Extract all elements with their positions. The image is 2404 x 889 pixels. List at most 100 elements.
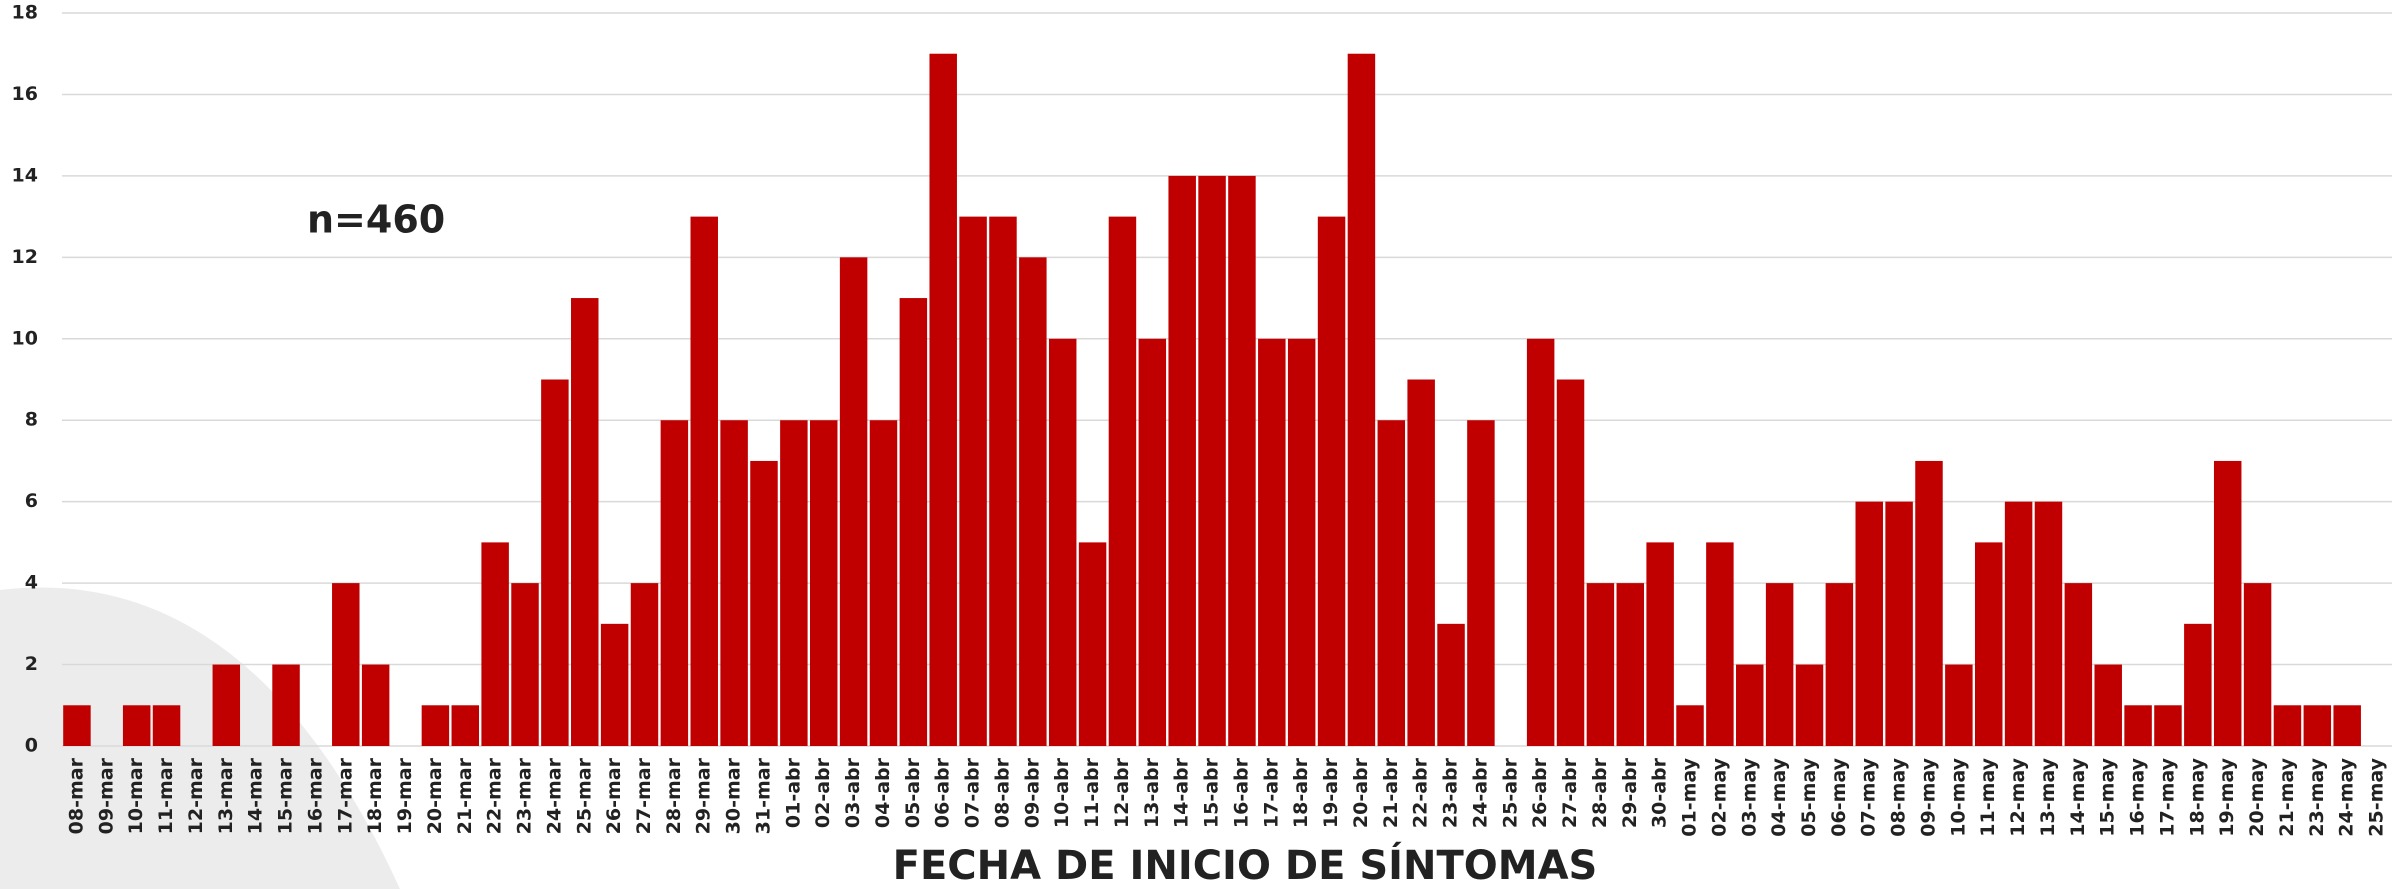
x-tick-label: 18-mar [364, 757, 386, 834]
bar [481, 542, 509, 746]
bar [1765, 583, 1794, 746]
bar [451, 705, 480, 746]
x-tick-label: 11-mar [155, 757, 177, 834]
x-tick-label: 18-may [2186, 757, 2208, 836]
x-tick-label: 17-may [2156, 757, 2178, 836]
x-tick-label: 28-abr [1589, 757, 1611, 828]
x-tick-label: 14-abr [1171, 757, 1193, 828]
bar [929, 53, 957, 746]
y-tick-label: 6 [25, 490, 38, 512]
x-tick-label: 19-mar [394, 757, 416, 834]
bar [2184, 623, 2212, 746]
x-tick-label: 16-may [2127, 757, 2149, 836]
bar [750, 460, 778, 746]
x-tick-label: 23-abr [1440, 757, 1462, 828]
x-tick-label: 16-mar [304, 757, 326, 834]
bar [989, 216, 1017, 747]
x-tick-label: 03-may [1738, 757, 1760, 836]
bar [2004, 501, 2033, 746]
x-tick-label: 13-abr [1141, 757, 1163, 828]
x-tick-label: 30-mar [723, 757, 745, 834]
x-tick-label: 22-mar [484, 757, 506, 834]
x-tick-label: 25-may [2366, 757, 2388, 836]
bar [1377, 420, 1406, 746]
x-tick-label: 25-mar [573, 757, 595, 834]
y-tick-label: 0 [25, 735, 38, 757]
x-tick-label: 30-abr [1649, 757, 1671, 828]
x-tick-label: 10-may [1947, 757, 1969, 836]
x-tick-label: 20-mar [424, 757, 446, 834]
x-tick-label: 13-may [2037, 757, 2059, 836]
x-tick-label: 31-mar [752, 757, 774, 834]
x-tick-label: 28-mar [663, 757, 685, 834]
x-tick-label: 18-abr [1290, 757, 1312, 828]
x-tick-label: 09-mar [95, 757, 117, 834]
x-tick-label: 24-may [2336, 757, 2358, 836]
bar [720, 420, 748, 746]
bar [361, 664, 390, 746]
x-tick-label: 27-abr [1559, 757, 1581, 828]
bar [1228, 175, 1256, 746]
y-tick-label: 8 [25, 409, 38, 431]
x-tick-label: 12-may [2007, 757, 2029, 836]
x-tick-label: 13-mar [215, 757, 237, 834]
x-tick-label: 16-abr [1230, 757, 1252, 828]
x-tick-label: 11-abr [1081, 757, 1103, 828]
bar [2273, 705, 2302, 746]
bar [660, 420, 689, 746]
bar [2124, 705, 2152, 746]
bar [2213, 460, 2242, 746]
x-tick-label: 08-abr [991, 757, 1013, 828]
x-tick-label: 03-abr [842, 757, 864, 828]
y-tick-label: 2 [25, 653, 38, 675]
x-tick-label: 17-abr [1260, 757, 1282, 828]
x-tick-label: 09-may [1917, 757, 1939, 836]
bar [839, 257, 868, 746]
x-tick-label: 22-abr [1410, 757, 1432, 828]
x-tick-label: 25-abr [1499, 757, 1521, 828]
bar [1198, 175, 1226, 746]
bar [212, 664, 241, 746]
bar [2243, 583, 2272, 746]
x-tick-label: 04-abr [872, 757, 894, 828]
bar [1676, 705, 1704, 746]
bar [2094, 664, 2122, 746]
bar [1347, 53, 1376, 746]
y-tick-label: 12 [12, 246, 38, 268]
bar [1048, 338, 1077, 746]
x-tick-label: 15-abr [1201, 757, 1223, 828]
bar [869, 420, 898, 746]
bar [1646, 542, 1674, 746]
bar [511, 583, 539, 746]
x-tick-label: 27-mar [633, 757, 655, 834]
bar [959, 216, 987, 747]
background-decoration [0, 587, 400, 889]
x-tick-label: 06-may [1828, 757, 1850, 836]
x-tick-label: 06-abr [932, 757, 954, 828]
bar [122, 705, 151, 746]
bar [1974, 542, 2003, 746]
x-tick-label: 02-abr [812, 757, 834, 828]
x-tick-label: 15-mar [275, 757, 297, 834]
bar [1526, 338, 1555, 746]
x-tick-label: 19-abr [1320, 757, 1342, 828]
y-tick-label: 18 [12, 2, 38, 24]
x-axis-title: FECHA DE INICIO DE SÍNTOMAS [893, 841, 1598, 889]
bar [1437, 623, 1465, 746]
bar [690, 216, 718, 747]
bar [152, 705, 181, 746]
x-tick-label: 21-may [2276, 757, 2298, 836]
y-tick-label: 16 [12, 83, 38, 105]
x-tick-label: 08-mar [65, 757, 87, 834]
bar [2064, 583, 2093, 746]
bar [2333, 705, 2361, 746]
bar [1915, 460, 1943, 746]
bar [1736, 664, 1764, 746]
x-tick-label: 14-mar [245, 757, 267, 834]
bar [1078, 542, 1107, 746]
bar [1467, 420, 1495, 746]
bar [899, 298, 928, 746]
x-tick-label: 20-abr [1350, 757, 1372, 828]
x-tick-label: 07-abr [962, 757, 984, 828]
x-tick-label: 02-may [1708, 757, 1730, 836]
